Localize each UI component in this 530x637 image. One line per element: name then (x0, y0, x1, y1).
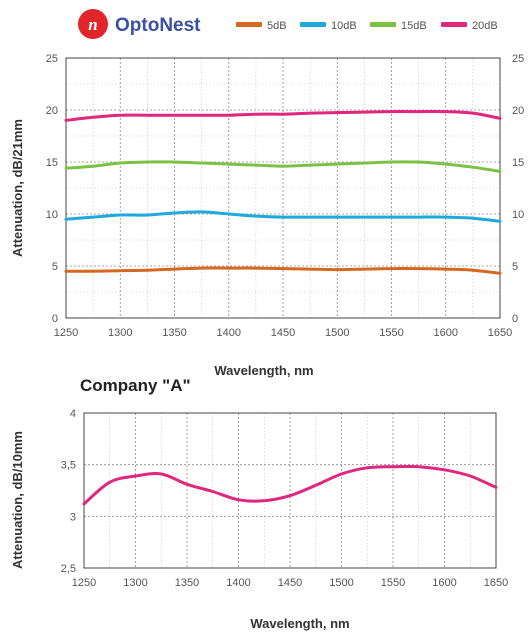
y-tick-label-right: 0 (512, 313, 518, 325)
chart-bottom-series (82, 464, 498, 506)
legend-label: 15dB (401, 20, 427, 32)
legend-item-5db: 5dB (236, 20, 287, 32)
y-tick-label: 3,5 (61, 460, 76, 472)
legend-item-10db: 10dB (300, 20, 357, 32)
series-line-20db (64, 109, 502, 122)
x-tick-label: 1650 (488, 327, 512, 339)
legend-swatch (441, 22, 467, 27)
y-tick-label: 20 (46, 105, 58, 117)
legend-label: 20dB (472, 20, 498, 32)
x-tick-label: 1350 (162, 327, 186, 339)
y-tick-label: 10 (46, 209, 58, 221)
legend-item-20db: 20dB (441, 20, 498, 32)
chart-bottom-y-label: Attenuation, dB/10mm (10, 431, 25, 569)
y-tick-label: 4 (70, 408, 76, 420)
x-tick-label: 1300 (123, 577, 147, 589)
chart-bottom-y-ticks: 2,5 3 3,5 4 (61, 408, 76, 575)
legend-swatch (300, 22, 326, 27)
chart-bottom: Company "A" 2,5 3 3,5 4 1250 1300 1350 1400 145… (10, 376, 508, 631)
series-line-15db (64, 160, 502, 173)
header: n OptoNest 5dB 10dB 15dB 20dB (78, 9, 498, 39)
x-tick-label: 1450 (271, 327, 295, 339)
chart-bottom-frame (83, 412, 497, 569)
x-tick-label: 1550 (379, 327, 403, 339)
legend-item-15db: 15dB (370, 20, 427, 32)
series-line-5db (64, 266, 502, 275)
y-tick-label: 15 (46, 157, 58, 169)
x-tick-label: 1250 (72, 577, 96, 589)
x-tick-label: 1250 (54, 327, 78, 339)
legend: 5dB 10dB 15dB 20dB (236, 20, 498, 32)
x-tick-label: 1600 (434, 327, 458, 339)
x-tick-label: 1650 (484, 577, 508, 589)
brand-name: OptoNest (115, 15, 201, 36)
logo-icon: n (78, 9, 108, 39)
x-tick-label: 1600 (432, 577, 456, 589)
y-tick-label-right: 15 (512, 157, 524, 169)
chart-bottom-grid (84, 413, 496, 568)
chart-top-frame (65, 57, 501, 319)
chart-top-y-label: Attenuation, dB/21mm (10, 119, 25, 257)
y-tick-label-right: 5 (512, 261, 518, 273)
x-tick-label: 1500 (329, 577, 353, 589)
chart-bottom-title: Company "A" (80, 376, 191, 395)
chart-bottom-x-label: Wavelength, nm (250, 616, 349, 631)
chart-top-x-ticks: 1250 1300 1350 1400 1450 1500 1550 1600 1650 (54, 327, 512, 339)
x-tick-label: 1400 (217, 327, 241, 339)
y-tick-label-right: 25 (512, 53, 524, 65)
y-tick-label: 25 (46, 53, 58, 65)
x-tick-label: 1400 (226, 577, 250, 589)
legend-swatch (236, 22, 262, 27)
y-tick-label: 0 (52, 313, 58, 325)
chart-top-grid (66, 58, 500, 318)
legend-label: 5dB (267, 20, 287, 32)
x-tick-label: 1450 (278, 577, 302, 589)
legend-swatch (370, 22, 396, 27)
chart-top-y-ticks-right: 0 5 10 15 20 25 (512, 53, 524, 325)
y-tick-label: 2,5 (61, 563, 76, 575)
y-tick-label-right: 10 (512, 209, 524, 221)
chart-top: 0 5 10 15 20 25 0 5 10 15 20 25 1250 1300 1350 1400 14… (10, 53, 524, 378)
chart-top-x-label: Wavelength, nm (214, 363, 313, 378)
y-tick-label: 5 (52, 261, 58, 273)
chart-top-y-ticks: 0 5 10 15 20 25 (46, 53, 58, 325)
x-tick-label: 1550 (381, 577, 405, 589)
x-tick-label: 1350 (175, 577, 199, 589)
svg-text:n: n (88, 15, 97, 34)
chart-top-series (64, 109, 502, 275)
y-tick-label-right: 20 (512, 105, 524, 117)
chart-bottom-x-ticks: 1250 1300 1350 1400 1450 1500 1550 1600 1650 (72, 577, 508, 589)
series-line (82, 464, 498, 506)
series-line-10db (64, 210, 502, 223)
y-tick-label: 3 (70, 511, 76, 523)
x-tick-label: 1300 (108, 327, 132, 339)
legend-label: 10dB (331, 20, 357, 32)
x-tick-label: 1500 (325, 327, 349, 339)
